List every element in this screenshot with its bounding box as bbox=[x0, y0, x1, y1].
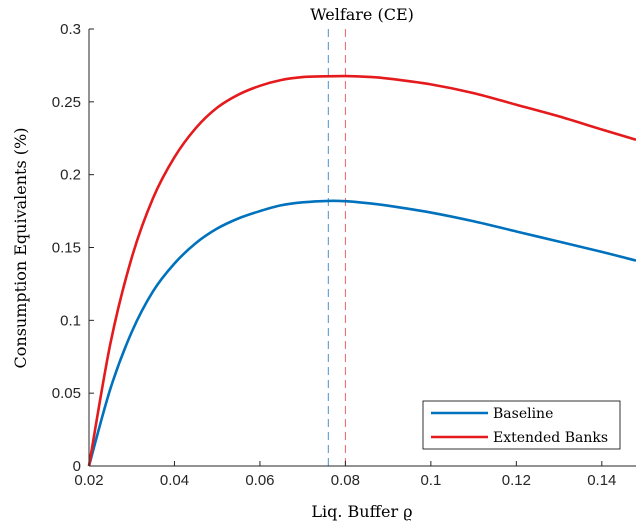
y-tick-label: 0.05 bbox=[52, 385, 81, 402]
x-tick-label: 0.02 bbox=[74, 472, 103, 489]
x-tick-label: 0.08 bbox=[331, 472, 360, 489]
x-tick-label: 0.14 bbox=[587, 472, 616, 489]
legend-label-baseline: Baseline bbox=[493, 406, 553, 422]
legend-box bbox=[422, 400, 621, 450]
y-axis-label: Consumption Equivalents (%) bbox=[11, 128, 30, 369]
legend-label-extended-banks: Extended Banks bbox=[493, 430, 608, 446]
axes bbox=[88, 29, 636, 467]
series-line-extended-banks bbox=[87, 74, 636, 467]
reference-lines bbox=[327, 29, 346, 466]
y-tick-label: 0 bbox=[73, 458, 81, 475]
x-tick-label: 0.1 bbox=[420, 472, 441, 489]
x-axis-ticks: 0.02 0.04 0.06 0.08 0.1 0.12 0.14 bbox=[74, 461, 616, 489]
y-tick-label: 0.15 bbox=[52, 240, 81, 257]
x-tick-label: 0.04 bbox=[160, 472, 189, 489]
y-tick-label: 0.2 bbox=[60, 167, 81, 184]
y-tick-label: 0.1 bbox=[60, 312, 81, 329]
series-line-baseline bbox=[87, 199, 636, 467]
legend: Baseline Extended Banks bbox=[422, 400, 621, 450]
x-tick-label: 0.12 bbox=[502, 472, 531, 489]
chart-title: Welfare (CE) bbox=[310, 5, 414, 24]
series-lines bbox=[87, 74, 636, 467]
y-tick-label: 0.25 bbox=[52, 94, 81, 111]
y-tick-label: 0.3 bbox=[60, 21, 81, 38]
y-axis-ticks: 0 0.05 0.1 0.15 0.2 0.25 0.3 bbox=[52, 21, 94, 475]
x-tick-label: 0.06 bbox=[245, 472, 274, 489]
x-axis-label: Liq. Buffer ϱ bbox=[311, 502, 412, 521]
